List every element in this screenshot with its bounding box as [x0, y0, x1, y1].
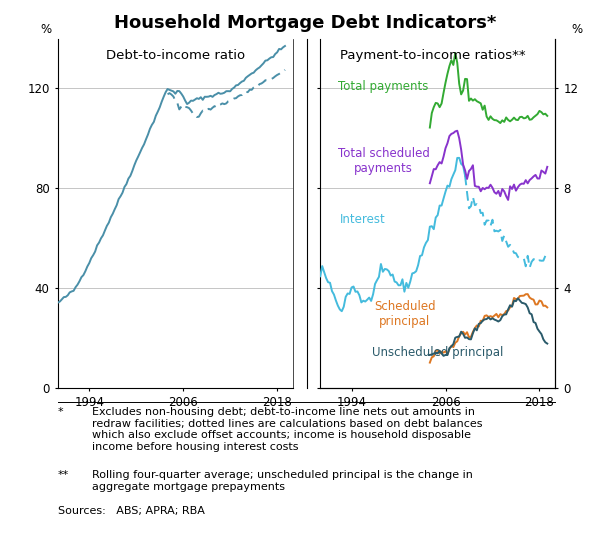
Text: Sources:   ABS; APRA; RBA: Sources: ABS; APRA; RBA — [58, 506, 205, 516]
Text: Total payments: Total payments — [339, 80, 429, 94]
Text: Total scheduled
payments: Total scheduled payments — [338, 147, 429, 175]
Text: Household Mortgage Debt Indicators*: Household Mortgage Debt Indicators* — [114, 14, 496, 32]
Text: Debt-to-income ratio: Debt-to-income ratio — [106, 49, 245, 62]
Text: Interest: Interest — [340, 213, 386, 226]
Text: Unscheduled principal: Unscheduled principal — [372, 346, 503, 359]
Text: Excludes non-housing debt; debt-to-income line nets out amounts in
redraw facili: Excludes non-housing debt; debt-to-incom… — [92, 407, 482, 452]
Text: *: * — [58, 407, 63, 417]
Text: Scheduled
principal: Scheduled principal — [374, 300, 436, 328]
Text: **: ** — [58, 470, 69, 480]
Text: %: % — [41, 23, 52, 36]
Text: Payment-to-income ratios**: Payment-to-income ratios** — [340, 49, 526, 62]
Text: %: % — [572, 23, 583, 36]
Text: Rolling four-quarter average; unscheduled principal is the change in
aggregate m: Rolling four-quarter average; unschedule… — [92, 470, 472, 492]
